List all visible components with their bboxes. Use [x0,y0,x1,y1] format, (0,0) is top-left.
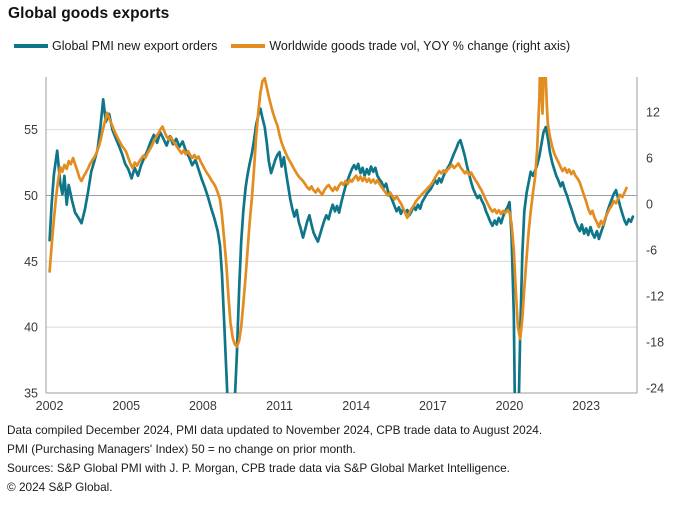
right-axis-tick-label: -6 [646,244,657,258]
legend: Global PMI new export orders Worldwide g… [14,39,570,53]
legend-label-trade: Worldwide goods trade vol, YOY % change … [269,39,571,53]
right-axis-tick-label: 0 [646,198,653,212]
x-axis-tick-label: 2023 [572,399,600,413]
left-axis-tick-label: 55 [24,123,38,137]
footnotes: Data compiled December 2024, PMI data up… [7,421,542,497]
x-axis-tick-label: 2011 [266,399,293,413]
pmi-line-swatch [14,44,48,48]
footnote-pmi-definition: PMI (Purchasing Managers' Index) 50 = no… [7,442,356,456]
x-axis-tick-label: 2017 [419,399,447,413]
x-axis-tick-label: 2008 [189,399,217,413]
right-axis-tick-label: 6 [646,152,653,166]
x-axis-tick-label: 2005 [112,399,140,413]
legend-label-pmi: Global PMI new export orders [52,39,218,53]
left-axis-tick-label: 45 [24,255,38,269]
footnote-compiled: Data compiled December 2024, PMI data up… [7,423,543,437]
left-axis-tick-label: 50 [24,189,38,203]
right-axis-tick-label: -12 [646,290,664,304]
right-axis-tick-label: 12 [646,106,660,120]
left-axis-tick-label: 40 [24,321,38,335]
footnote-copyright: © 2024 S&P Global. [7,480,113,494]
left-axis-tick-label: 35 [24,387,38,401]
right-axis-tick-label: -18 [646,336,664,350]
trade-line-swatch [231,44,266,48]
x-axis-tick-label: 2014 [342,399,370,413]
footnote-sources: Sources: S&P Global PMI with J. P. Morga… [7,461,510,475]
x-axis-tick-label: 2002 [36,399,64,413]
chart-title: Global goods exports [8,5,170,22]
x-axis-tick-label: 2020 [496,399,524,413]
pmi-series-line [48,98,635,393]
legend-item-trade: Worldwide goods trade vol, YOY % change … [231,39,570,53]
right-axis-tick-label: -24 [646,382,664,396]
trade-series-line [48,77,628,348]
legend-item-pmi: Global PMI new export orders [14,39,217,53]
